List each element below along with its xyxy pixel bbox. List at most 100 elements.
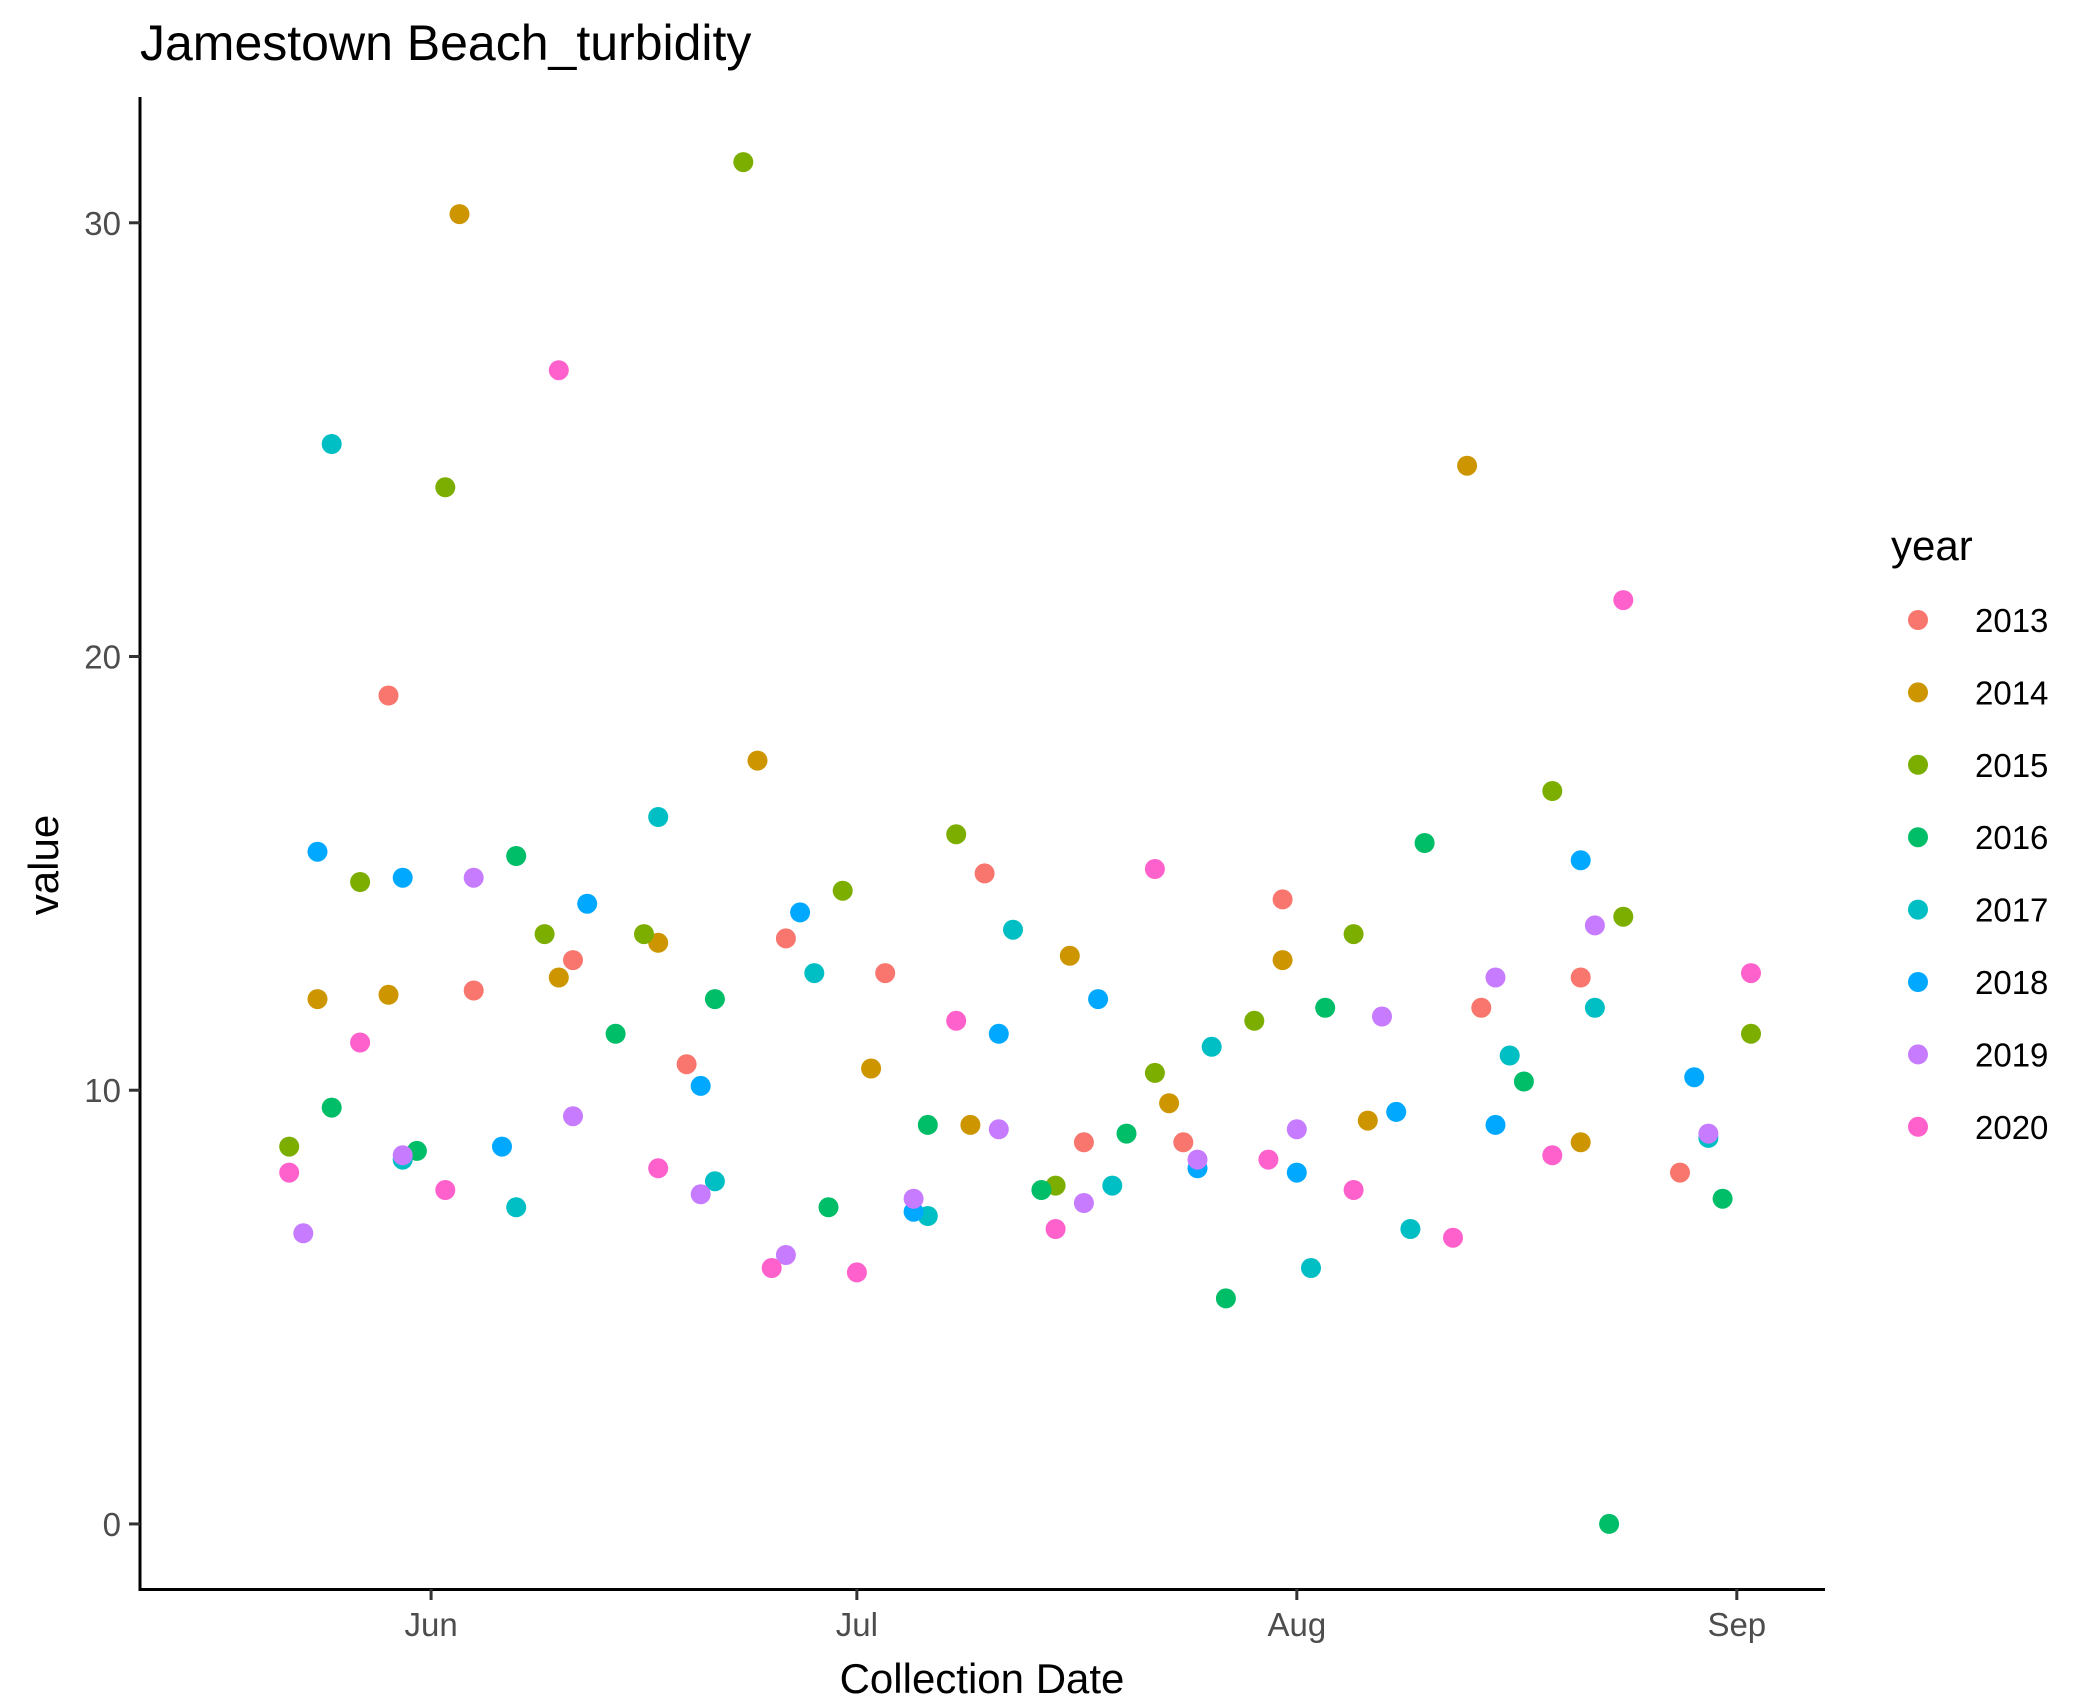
legend-key-2013 <box>1908 610 1928 630</box>
data-point-2013-1 <box>463 980 484 1001</box>
data-point-2016-4 <box>704 989 725 1010</box>
data-point-2019-5 <box>775 1245 796 1265</box>
legend-label-2015: 2015 <box>1975 747 2048 784</box>
data-point-2015-1 <box>350 872 371 892</box>
x-axis-ticks: Jun Jul Aug Sep <box>404 1589 1766 1643</box>
data-point-2018-12 <box>1485 1114 1506 1135</box>
data-point-2015-10 <box>1244 1010 1265 1031</box>
legend-label-2014: 2014 <box>1975 674 2048 711</box>
data-point-2015-3 <box>534 924 555 945</box>
data-point-2020-3 <box>548 360 569 381</box>
legend-label-2018: 2018 <box>1975 964 2048 1001</box>
data-point-2019-13 <box>1584 915 1605 936</box>
data-point-2014-7 <box>960 1114 981 1135</box>
data-point-2016-14 <box>1712 1188 1733 1209</box>
x-tick-label: Jul <box>836 1606 878 1643</box>
data-point-2017-3 <box>648 807 669 827</box>
data-point-2014-10 <box>1272 950 1293 971</box>
data-point-2014-12 <box>1457 455 1478 476</box>
data-point-2016-6 <box>917 1114 938 1135</box>
y-axis-title: value <box>20 815 67 915</box>
data-point-2018-7 <box>988 1023 1009 1044</box>
data-point-2018-0 <box>307 841 328 862</box>
data-point-2014-1 <box>378 984 399 1005</box>
legend-label-2017: 2017 <box>1975 892 2048 929</box>
data-point-2014-9 <box>1159 1093 1180 1114</box>
data-point-2015-14 <box>1741 1023 1761 1044</box>
data-point-2018-4 <box>690 1075 711 1096</box>
data-point-2016-13 <box>1599 1513 1620 1534</box>
legend-label-2019: 2019 <box>1975 1036 2048 1073</box>
data-point-2016-10 <box>1315 997 1336 1018</box>
data-point-2017-2 <box>506 1197 527 1218</box>
data-point-2020-0 <box>279 1162 300 1183</box>
legend: year 2013 2014 2015 2016 2017 2018 2019 2020 <box>1891 522 2048 1146</box>
data-point-2015-13 <box>1613 906 1634 927</box>
y-tick-label: 0 <box>103 1506 121 1543</box>
legend-label-2020: 2020 <box>1975 1109 2048 1146</box>
data-point-2019-6 <box>903 1188 924 1209</box>
data-point-2017-0 <box>321 434 342 454</box>
data-point-2013-6 <box>974 863 995 884</box>
data-point-2016-0 <box>321 1097 342 1118</box>
data-point-2018-2 <box>492 1136 512 1157</box>
legend-key-2015 <box>1908 754 1928 775</box>
data-point-2017-5 <box>804 963 825 984</box>
data-point-2016-9 <box>1215 1288 1236 1309</box>
data-point-2013-11 <box>1570 967 1591 988</box>
legend-key-2017 <box>1908 899 1928 920</box>
legend-key-2020 <box>1908 1116 1928 1137</box>
data-point-2015-2 <box>435 477 456 498</box>
data-point-2014-11 <box>1357 1110 1378 1131</box>
data-point-2020-11 <box>1343 1180 1364 1200</box>
data-point-2014-13 <box>1570 1132 1591 1153</box>
data-point-2015-7 <box>946 824 967 845</box>
data-point-2017-9 <box>1201 1036 1222 1057</box>
y-tick-label: 10 <box>84 1072 121 1109</box>
data-point-2020-14 <box>1613 590 1634 611</box>
data-point-2014-2 <box>449 204 470 225</box>
data-point-2014-0 <box>307 989 328 1010</box>
data-point-2017-4 <box>704 1171 725 1192</box>
data-point-2020-9 <box>1144 859 1165 879</box>
data-point-2013-8 <box>1173 1132 1194 1153</box>
data-point-2013-2 <box>563 950 583 971</box>
data-point-2020-8 <box>1045 1219 1066 1239</box>
data-point-2019-14 <box>1698 1123 1719 1144</box>
data-point-2014-6 <box>861 1058 882 1079</box>
data-point-2019-9 <box>1187 1149 1208 1170</box>
data-point-2019-11 <box>1372 1006 1392 1027</box>
data-point-2020-5 <box>761 1258 782 1278</box>
data-point-2013-7 <box>1073 1132 1094 1153</box>
data-point-2018-13 <box>1570 850 1591 871</box>
data-point-2017-11 <box>1400 1219 1421 1239</box>
data-point-2019-4 <box>690 1184 711 1205</box>
data-point-2017-7 <box>1003 919 1023 940</box>
data-point-2019-10 <box>1286 1119 1307 1140</box>
x-tick-label: Sep <box>1707 1606 1766 1643</box>
data-point-2016-5 <box>818 1197 839 1218</box>
data-point-2019-12 <box>1485 967 1506 988</box>
data-point-2014-5 <box>747 750 768 771</box>
data-point-2015-9 <box>1144 1062 1165 1083</box>
legend-items: 2013 2014 2015 2016 2017 2018 2019 2020 <box>1908 602 2048 1146</box>
data-point-2017-8 <box>1102 1175 1123 1196</box>
data-point-2016-11 <box>1414 833 1435 853</box>
data-point-2020-7 <box>946 1010 967 1031</box>
data-point-2019-8 <box>1073 1193 1094 1213</box>
data-point-2013-9 <box>1272 889 1293 910</box>
data-point-2016-2 <box>506 846 527 866</box>
data-point-2019-1 <box>392 1145 413 1166</box>
data-point-2020-2 <box>435 1180 456 1200</box>
data-point-2013-12 <box>1670 1162 1690 1183</box>
legend-title: year <box>1891 522 1973 569</box>
data-point-2018-5 <box>790 902 811 923</box>
data-point-2016-7 <box>1031 1180 1052 1200</box>
data-point-2015-4 <box>634 924 654 945</box>
points-layer <box>279 152 1761 1534</box>
data-point-2013-0 <box>378 685 399 706</box>
x-tick-label: Jun <box>404 1606 457 1643</box>
data-point-2019-7 <box>988 1119 1009 1140</box>
data-point-2013-3 <box>676 1054 697 1075</box>
